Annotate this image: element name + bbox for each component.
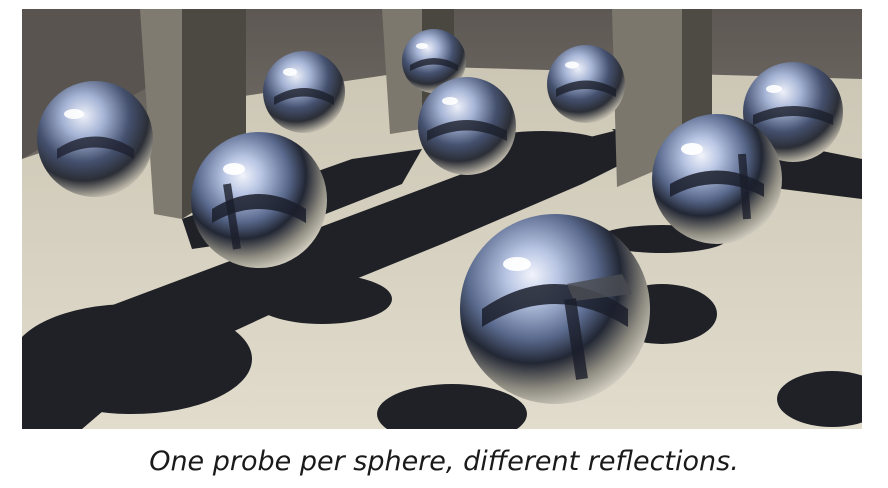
chrome-sphere [191, 132, 327, 268]
chrome-sphere [460, 214, 650, 404]
chrome-sphere [418, 77, 516, 175]
floor-shadows [22, 129, 862, 429]
figure-caption: One probe per sphere, different reflecti… [149, 446, 739, 477]
chrome-spheres [37, 29, 843, 404]
chrome-sphere [547, 45, 625, 123]
chrome-sphere [743, 62, 843, 162]
chrome-sphere [652, 114, 782, 244]
chrome-sphere [263, 51, 345, 133]
chrome-sphere [37, 81, 153, 197]
scene-image [22, 9, 862, 429]
chrome-sphere [402, 29, 466, 93]
